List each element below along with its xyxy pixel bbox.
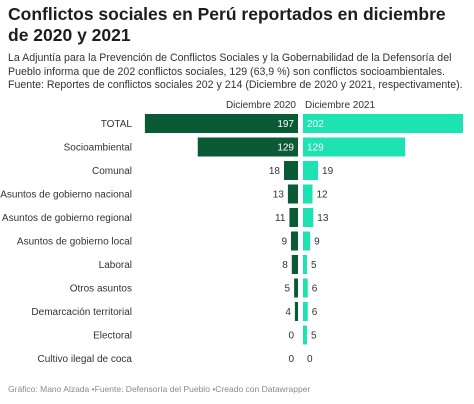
category-label: Comunal: [92, 166, 132, 177]
value-label-dic-2021: 0: [307, 354, 313, 365]
footer-tool: Creado con Datawrapper: [212, 384, 310, 394]
category-label: Cultivo ilegal de coca: [38, 354, 133, 365]
footer-graphic-credit: Gráfico: Mano Alzada: [8, 384, 90, 394]
value-label-dic-2021: 129: [307, 143, 324, 154]
value-label-dic-2020: 4: [285, 307, 291, 318]
category-label: Asuntos de gobierno regional: [2, 213, 132, 224]
value-label-dic-2021: 5: [311, 331, 317, 342]
category-label: Laboral: [99, 260, 132, 271]
value-label-dic-2021: 19: [322, 166, 334, 177]
value-label-dic-2021: 202: [307, 119, 324, 130]
category-label: Otros asuntos: [70, 284, 132, 295]
category-label: Socioambiental: [64, 143, 132, 154]
bar-dic-2021: [303, 255, 307, 274]
value-label-dic-2020: 18: [269, 166, 281, 177]
bar-dic-2020: [197, 137, 298, 157]
bar-dic-2020: [294, 278, 298, 298]
bar-dic-2020: [291, 231, 298, 251]
footer-source: Fuente: Defensoría del Pueblo: [92, 384, 210, 394]
value-label-dic-2020: 11: [275, 213, 286, 224]
bar-dic-2021: [303, 114, 463, 133]
value-label-dic-2020: 197: [277, 119, 294, 130]
value-label-dic-2020: 0: [288, 354, 294, 365]
butterfly-bar-chart: Diciembre 2020 Diciembre 2021 TOTAL 197 20…: [0, 100, 463, 365]
series-header-2021: Diciembre 2021: [305, 100, 375, 111]
bar-dic-2021: [303, 137, 406, 157]
bar-dic-2021: [303, 184, 313, 204]
value-label-dic-2021: 12: [317, 190, 329, 201]
series-header-2020: Diciembre 2020: [226, 100, 296, 111]
bar-dic-2020: [289, 208, 298, 227]
value-label-dic-2020: 5: [285, 284, 291, 295]
bar-dic-2021: [303, 161, 319, 180]
category-label: TOTAL: [101, 119, 133, 130]
category-label: Electoral: [93, 331, 132, 342]
value-label-dic-2020: 129: [277, 143, 294, 154]
chart-footer: Gráfico: Mano Alzada Fuente: Defensoría …: [8, 384, 310, 394]
bar-dic-2021: [303, 325, 307, 345]
bar-dic-2021: [303, 278, 308, 298]
bar-dic-2020: [144, 114, 298, 133]
category-label: Asuntos de gobierno local: [17, 237, 132, 248]
value-label-dic-2021: 6: [312, 284, 318, 295]
bar-dic-2021: [303, 231, 311, 251]
value-label-dic-2020: 13: [273, 190, 285, 201]
value-label-dic-2020: 9: [281, 237, 287, 248]
bar-dic-2021: [303, 302, 308, 321]
bar-dic-2020: [287, 184, 298, 204]
bar-dic-2020: [294, 302, 298, 321]
value-label-dic-2021: 9: [314, 237, 320, 248]
category-label: Demarcación territorial: [31, 307, 132, 318]
value-label-dic-2021: 6: [312, 307, 318, 318]
value-label-dic-2020: 0: [288, 331, 294, 342]
value-label-dic-2021: 5: [311, 260, 317, 271]
value-label-dic-2020: 8: [282, 260, 288, 271]
value-label-dic-2021: 13: [317, 213, 329, 224]
chart-description: La Adjuntía para la Prevención de Confli…: [8, 52, 463, 91]
bar-dic-2021: [303, 208, 314, 227]
chart-title: Conflictos sociales en Perú reportados e…: [8, 4, 446, 45]
category-label: Asuntos de gobierno nacional: [0, 190, 132, 201]
bar-dic-2020: [284, 161, 298, 180]
bar-dic-2020: [291, 255, 298, 274]
